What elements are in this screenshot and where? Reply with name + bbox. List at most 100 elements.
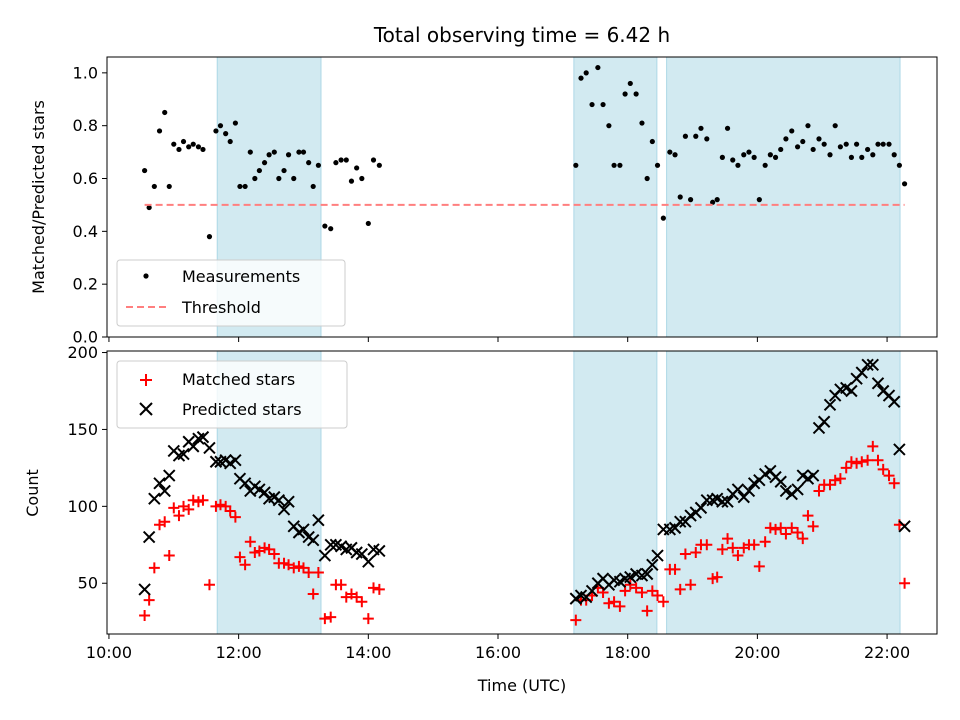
matched-stars-point-48 <box>570 614 582 626</box>
matched-stars-point-46 <box>368 582 380 594</box>
matched-stars-point-82 <box>753 560 765 572</box>
predicted-stars-point-35 <box>306 533 320 547</box>
measurements-point-86 <box>778 146 784 153</box>
matched-stars-point-45 <box>362 613 374 625</box>
top-panel-observing-windows <box>216 56 901 338</box>
x-tick-label-5: 18:00 <box>605 643 651 662</box>
measurements-point-16 <box>217 123 224 129</box>
measurements-point-9 <box>180 138 187 145</box>
predicted-stars-point-94 <box>817 415 831 428</box>
matched-stars-point-60 <box>636 586 648 598</box>
measurements-point-14 <box>206 234 213 240</box>
predicted-stars-point-76 <box>721 495 734 508</box>
predicted-stars-point-103 <box>866 358 880 372</box>
bottom-panel-y-ticks: 50 100 150 200 <box>67 343 107 593</box>
matched-stars-point-96 <box>829 474 841 486</box>
matched-stars-point-19 <box>229 511 241 523</box>
measurements-point-6 <box>166 183 172 190</box>
measurements-point-63 <box>654 162 661 168</box>
matched-stars-point-67 <box>674 583 686 595</box>
measurements-point-45 <box>365 220 371 227</box>
measurements-point-8 <box>176 146 182 153</box>
y-tick-label-1: 0.0 <box>73 328 98 347</box>
matched-stars-point-22 <box>244 536 256 548</box>
y-tick-label-4: 200 <box>67 343 98 362</box>
predicted-stars-point-29 <box>277 503 291 516</box>
matched-stars-point-98 <box>840 462 852 474</box>
legend-measurements-label: Measurements <box>182 267 300 286</box>
x-tick-label-7: 22:00 <box>864 643 910 662</box>
bottom-panel-x-ticks: 10:00 12:00 14:00 16:00 18:00 20:00 22:00 <box>86 634 910 662</box>
matched-stars-point-40 <box>335 579 347 591</box>
measurements-point-89 <box>794 144 801 150</box>
measurements-point-40 <box>338 157 344 163</box>
predicted-stars-point-38 <box>324 538 337 552</box>
predicted-stars-point-13 <box>196 430 210 444</box>
predicted-stars-point-87 <box>779 484 793 498</box>
measurements-point-66 <box>672 152 678 158</box>
y-tick-label-1: 50 <box>78 574 98 593</box>
measurements-point-80 <box>746 149 752 155</box>
measurements-point-20 <box>237 183 243 190</box>
measurements-point-88 <box>789 128 795 134</box>
predicted-stars-point-6 <box>163 469 176 482</box>
measurements-point-38 <box>328 226 334 232</box>
measurements-point-5 <box>162 109 168 116</box>
measurements-point-74 <box>714 197 720 203</box>
matched-stars-point-99 <box>845 456 857 468</box>
measurements-point-23 <box>252 175 258 182</box>
predicted-stars-point-3 <box>148 492 161 505</box>
y-tick-label-2: 100 <box>67 497 98 516</box>
measurements-point-52 <box>595 64 601 71</box>
measurements-point-47 <box>376 162 382 168</box>
measurements-point-50 <box>583 70 589 76</box>
bottom-panel-series <box>138 358 911 626</box>
matched-stars-point-63 <box>652 590 664 602</box>
predicted-stars-point-61 <box>640 567 654 581</box>
matched-stars-point-11 <box>187 494 199 506</box>
measurements-point-35 <box>310 183 316 190</box>
matched-stars-point-107 <box>888 477 900 489</box>
matched-stars-point-59 <box>630 582 642 594</box>
matched-stars-point-83 <box>759 536 771 548</box>
measurements-point-7 <box>171 141 177 147</box>
top-panel-x-ticks <box>108 337 888 342</box>
predicted-stars-point-80 <box>742 484 756 498</box>
predicted-stars-point-99 <box>845 384 858 398</box>
matched-stars-point-90 <box>797 533 809 545</box>
predicted-stars-point-2 <box>142 530 156 544</box>
measurements-point-29 <box>281 167 287 174</box>
measurements-point-67 <box>677 194 683 200</box>
predicted-stars-point-1 <box>138 583 151 596</box>
measurements-point-84 <box>767 152 773 158</box>
measurements-point-18 <box>227 138 233 145</box>
measurements-point-95 <box>827 152 833 158</box>
measurements-point-49 <box>578 75 584 81</box>
measurements-point-101 <box>859 154 865 160</box>
measurements-point-75 <box>719 154 725 160</box>
measurements-point-106 <box>886 141 892 147</box>
measurements-point-71 <box>698 125 704 131</box>
x-tick-label-4: 16:00 <box>475 643 521 662</box>
measurements-point-31 <box>291 175 297 182</box>
matched-stars-point-66 <box>669 563 681 575</box>
measurements-point-30 <box>285 152 292 158</box>
measurements-point-32 <box>296 149 302 155</box>
predicted-stars-point-95 <box>823 398 837 412</box>
matched-stars-point-27 <box>268 548 280 560</box>
measurements-point-73 <box>710 199 716 205</box>
observing-window-3 <box>666 56 901 338</box>
measurements-point-17 <box>223 131 229 137</box>
measurements-point-76 <box>724 125 731 131</box>
matched-stars-point-2 <box>143 594 155 606</box>
predicted-stars-point-67 <box>674 515 687 528</box>
matched-stars-point-38 <box>325 611 337 623</box>
legend-matched-marker <box>140 374 152 386</box>
measurements-point-44 <box>359 175 365 182</box>
measurements-point-68 <box>682 133 689 139</box>
predicted-stars-point-58 <box>624 570 637 584</box>
measurements-point-53 <box>600 101 606 108</box>
matched-stars-point-3 <box>148 562 160 574</box>
matched-stars-point-91 <box>802 510 814 522</box>
x-tick-label-3: 14:00 <box>345 643 391 662</box>
